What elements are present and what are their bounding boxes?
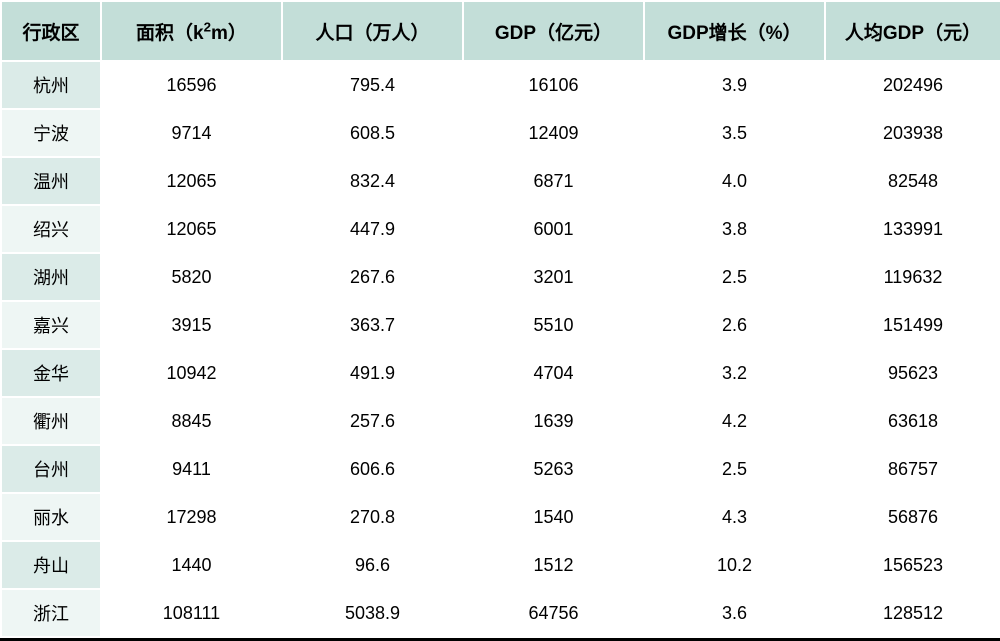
row-data-cell: 4.2 [645, 398, 824, 444]
row-data-cell: 2.5 [645, 446, 824, 492]
row-data-cell: 2.5 [645, 254, 824, 300]
table-row: 湖州5820267.632012.5119632 [2, 254, 1000, 300]
row-data-cell: 64756 [464, 590, 643, 636]
row-data-cell: 3.6 [645, 590, 824, 636]
row-data-cell: 86757 [826, 446, 1000, 492]
row-data-cell: 203938 [826, 110, 1000, 156]
row-data-cell: 12065 [102, 158, 281, 204]
row-lead-cell: 温州 [2, 158, 100, 204]
row-data-cell: 4.0 [645, 158, 824, 204]
row-data-cell: 3201 [464, 254, 643, 300]
row-lead-cell: 绍兴 [2, 206, 100, 252]
row-data-cell: 4.3 [645, 494, 824, 540]
row-data-cell: 6001 [464, 206, 643, 252]
row-lead-cell: 丽水 [2, 494, 100, 540]
table-row: 衢州8845257.616394.263618 [2, 398, 1000, 444]
row-lead-cell: 舟山 [2, 542, 100, 588]
row-lead-cell: 杭州 [2, 62, 100, 108]
row-data-cell: 363.7 [283, 302, 462, 348]
row-data-cell: 2.6 [645, 302, 824, 348]
table-row: 温州12065832.468714.082548 [2, 158, 1000, 204]
row-data-cell: 63618 [826, 398, 1000, 444]
col-header-gdp: GDP（亿元） [464, 2, 643, 60]
row-data-cell: 202496 [826, 62, 1000, 108]
row-data-cell: 10.2 [645, 542, 824, 588]
table-row: 舟山144096.6151210.2156523 [2, 542, 1000, 588]
row-data-cell: 5820 [102, 254, 281, 300]
row-data-cell: 10942 [102, 350, 281, 396]
row-lead-cell: 嘉兴 [2, 302, 100, 348]
row-data-cell: 4704 [464, 350, 643, 396]
row-data-cell: 96.6 [283, 542, 462, 588]
row-data-cell: 8845 [102, 398, 281, 444]
row-data-cell: 5263 [464, 446, 643, 492]
row-data-cell: 270.8 [283, 494, 462, 540]
row-data-cell: 82548 [826, 158, 1000, 204]
row-data-cell: 16596 [102, 62, 281, 108]
row-data-cell: 56876 [826, 494, 1000, 540]
row-data-cell: 128512 [826, 590, 1000, 636]
row-lead-cell: 金华 [2, 350, 100, 396]
row-data-cell: 151499 [826, 302, 1000, 348]
row-data-cell: 5510 [464, 302, 643, 348]
row-data-cell: 108111 [102, 590, 281, 636]
row-data-cell: 12409 [464, 110, 643, 156]
row-data-cell: 447.9 [283, 206, 462, 252]
row-data-cell: 257.6 [283, 398, 462, 444]
row-data-cell: 3915 [102, 302, 281, 348]
table-row: 杭州16596795.4161063.9202496 [2, 62, 1000, 108]
row-data-cell: 1512 [464, 542, 643, 588]
table-row: 金华10942491.947043.295623 [2, 350, 1000, 396]
row-lead-cell: 衢州 [2, 398, 100, 444]
col-header-population: 人口（万人） [283, 2, 462, 60]
row-data-cell: 12065 [102, 206, 281, 252]
row-data-cell: 133991 [826, 206, 1000, 252]
table-row: 台州9411606.652632.586757 [2, 446, 1000, 492]
table-row: 浙江1081115038.9647563.6128512 [2, 590, 1000, 636]
row-data-cell: 1440 [102, 542, 281, 588]
table-row: 嘉兴3915363.755102.6151499 [2, 302, 1000, 348]
row-data-cell: 491.9 [283, 350, 462, 396]
row-data-cell: 1540 [464, 494, 643, 540]
row-data-cell: 3.5 [645, 110, 824, 156]
row-data-cell: 1639 [464, 398, 643, 444]
row-data-cell: 9411 [102, 446, 281, 492]
row-lead-cell: 浙江 [2, 590, 100, 636]
col-header-region: 行政区 [2, 2, 100, 60]
row-data-cell: 606.6 [283, 446, 462, 492]
row-data-cell: 95623 [826, 350, 1000, 396]
col-header-gdp-percap: 人均GDP（元） [826, 2, 1000, 60]
table-body: 杭州16596795.4161063.9202496宁波9714608.5124… [2, 62, 1000, 636]
row-data-cell: 156523 [826, 542, 1000, 588]
row-data-cell: 6871 [464, 158, 643, 204]
row-data-cell: 795.4 [283, 62, 462, 108]
row-lead-cell: 台州 [2, 446, 100, 492]
table-head: 行政区 面积（k2m） 人口（万人） GDP（亿元） GDP增长（%） 人均GD… [2, 2, 1000, 60]
col-header-area-suffix: m） [211, 23, 247, 44]
row-data-cell: 16106 [464, 62, 643, 108]
row-lead-cell: 宁波 [2, 110, 100, 156]
row-data-cell: 3.2 [645, 350, 824, 396]
col-header-area-sup: 2 [204, 19, 211, 34]
col-header-area-prefix: 面积（k [136, 23, 204, 44]
row-lead-cell: 湖州 [2, 254, 100, 300]
row-data-cell: 17298 [102, 494, 281, 540]
row-data-cell: 267.6 [283, 254, 462, 300]
row-data-cell: 832.4 [283, 158, 462, 204]
table-row: 宁波9714608.5124093.5203938 [2, 110, 1000, 156]
header-row: 行政区 面积（k2m） 人口（万人） GDP（亿元） GDP增长（%） 人均GD… [2, 2, 1000, 60]
row-data-cell: 5038.9 [283, 590, 462, 636]
col-header-area: 面积（k2m） [102, 2, 281, 60]
data-table: 行政区 面积（k2m） 人口（万人） GDP（亿元） GDP增长（%） 人均GD… [0, 0, 1000, 641]
row-data-cell: 9714 [102, 110, 281, 156]
table-row: 丽水17298270.815404.356876 [2, 494, 1000, 540]
table-row: 绍兴12065447.960013.8133991 [2, 206, 1000, 252]
row-data-cell: 3.9 [645, 62, 824, 108]
row-data-cell: 119632 [826, 254, 1000, 300]
row-data-cell: 608.5 [283, 110, 462, 156]
row-data-cell: 3.8 [645, 206, 824, 252]
col-header-gdp-growth: GDP增长（%） [645, 2, 824, 60]
